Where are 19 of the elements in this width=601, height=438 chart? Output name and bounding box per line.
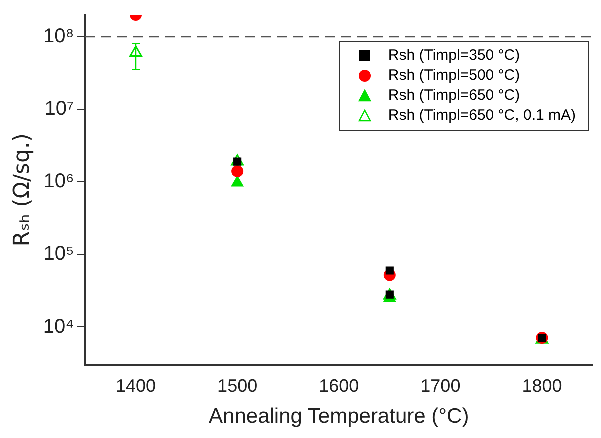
point [386,266,394,275]
y-tick-label: 10⁴ [43,316,74,338]
legend-label: Rsh (Timpl=650 °C, 0.1 mA) [388,106,576,126]
y-tick-label: 10⁷ [44,98,74,120]
point [232,165,244,178]
legend-label: Rsh (Timpl=650 °C) [388,86,520,106]
x-tick-label: 1400 [116,376,156,396]
x-tick-label: 1600 [319,376,360,396]
x-axis-title: Annealing Temperature (°C) [209,405,470,428]
y-tick-label: 10⁶ [44,170,74,193]
y-tick-label: 10⁵ [44,243,74,266]
legend-label: Rsh (Timpl=350 °C) [388,46,520,66]
legend-label: Rsh (Timpl=500 °C) [388,66,520,86]
y-axis-title: Rₛₕ (Ω/sq.) [10,134,35,247]
point [231,176,244,187]
x-tick-label: 1800 [522,376,562,396]
x-tick-label: 1700 [420,376,461,396]
y-tick-label: 10⁸ [44,25,74,48]
x-tick-label: 1500 [218,376,258,396]
